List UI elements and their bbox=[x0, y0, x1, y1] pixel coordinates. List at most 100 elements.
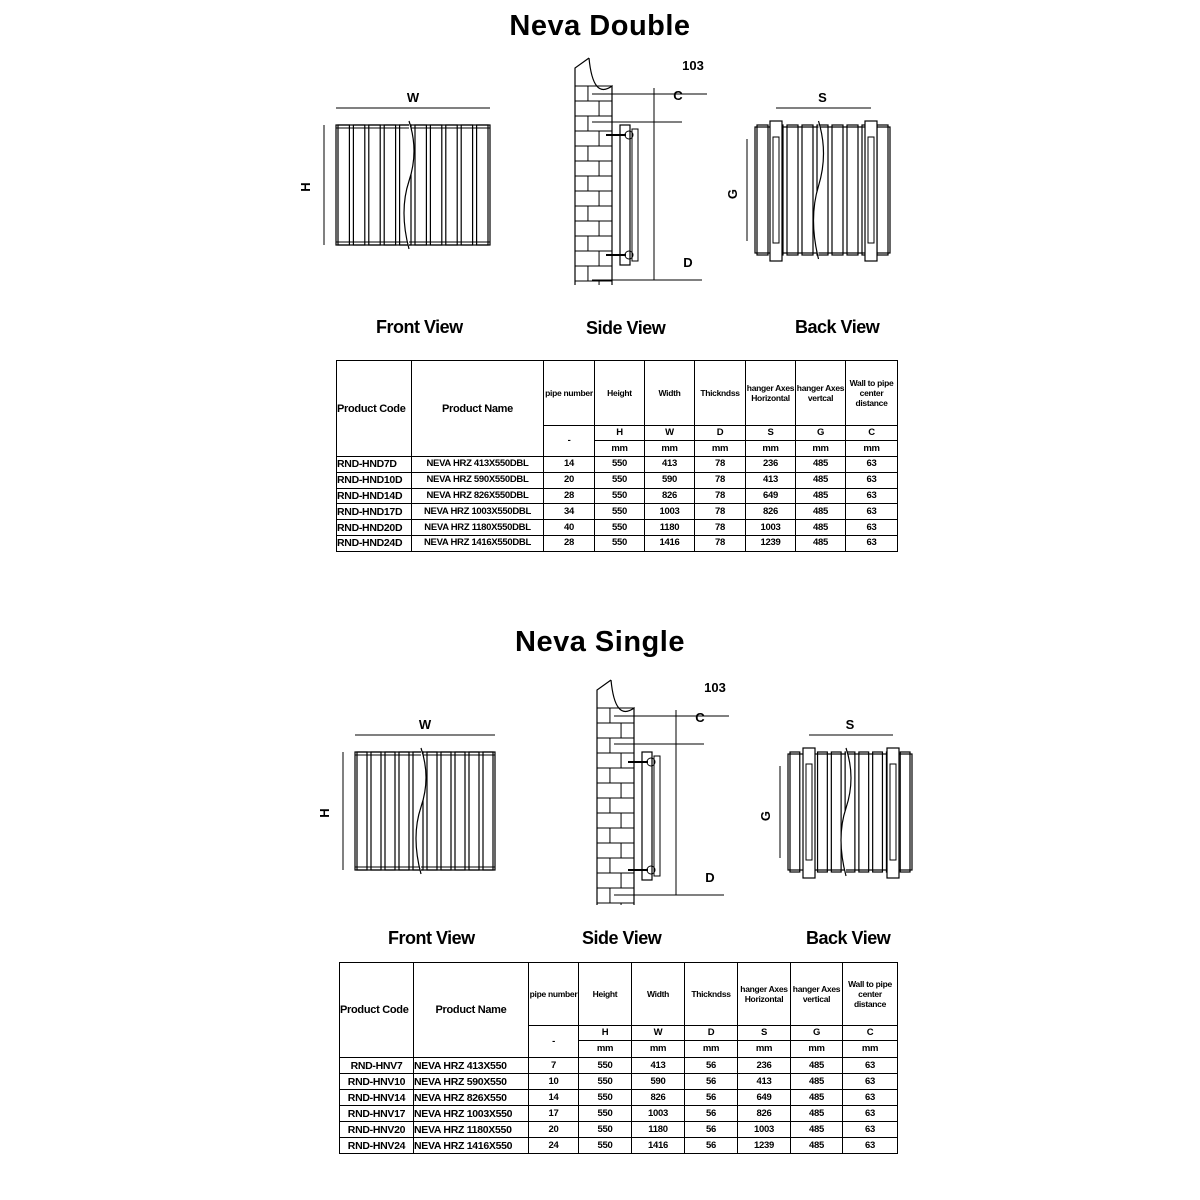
product-code: RND-HND17D bbox=[336, 503, 412, 521]
width-label: W bbox=[419, 717, 432, 732]
unit-cell: mm bbox=[694, 440, 746, 457]
radiator-tube bbox=[468, 751, 480, 871]
product-name: NEVA HRZ 1416X550DBL bbox=[411, 534, 544, 552]
radiator-tube bbox=[786, 124, 799, 256]
value-cell: 14 bbox=[543, 456, 595, 473]
column-header: pipe number bbox=[543, 360, 595, 426]
value-cell: 485 bbox=[790, 1121, 843, 1138]
product-code: RND-HNV10 bbox=[339, 1073, 414, 1090]
dimension-symbol: G bbox=[795, 425, 846, 441]
value-cell: 826 bbox=[745, 503, 796, 521]
dimension-symbol: C bbox=[845, 425, 898, 441]
value-cell: 413 bbox=[745, 471, 796, 489]
radiator-tube bbox=[356, 751, 368, 871]
value-cell: 24 bbox=[528, 1137, 579, 1154]
value-cell: 56 bbox=[684, 1057, 738, 1074]
value-cell: 485 bbox=[790, 1105, 843, 1122]
spec-table-single: Product Code Product Name pipe number Heigh… bbox=[339, 962, 898, 1154]
s-label: S bbox=[846, 717, 855, 732]
unit-cell: mm bbox=[745, 440, 796, 457]
product-name: NEVA HRZ 1416X550 bbox=[413, 1137, 529, 1154]
height-label: H bbox=[298, 182, 313, 191]
d-label: D bbox=[683, 255, 692, 270]
product-name: NEVA HRZ 413X550DBL bbox=[411, 456, 544, 473]
value-cell: 485 bbox=[790, 1089, 843, 1106]
product-name: NEVA HRZ 413X550 bbox=[413, 1057, 529, 1074]
back-view-drawing-double bbox=[754, 120, 891, 262]
column-header: Product Name bbox=[411, 360, 544, 457]
value-cell: 63 bbox=[842, 1089, 898, 1106]
column-header: Thickndss bbox=[694, 360, 746, 426]
value-cell: 485 bbox=[795, 519, 846, 536]
product-name: NEVA HRZ 590X550 bbox=[413, 1073, 529, 1090]
unit-cell: mm bbox=[737, 1040, 791, 1058]
radiator-tube bbox=[756, 124, 769, 256]
value-cell: 236 bbox=[737, 1057, 791, 1074]
radiator-tube bbox=[368, 124, 381, 246]
radiator-profile bbox=[619, 124, 631, 266]
table-row: RND-HND17D NEVA HRZ 1003X550DBL 34 550 1003 7… bbox=[336, 503, 898, 521]
value-cell: 63 bbox=[842, 1073, 898, 1090]
radiator-tube bbox=[383, 124, 397, 246]
radiator-tube bbox=[872, 751, 884, 873]
depth-label: 103 bbox=[682, 58, 704, 73]
table-row: RND-HNV17 NEVA HRZ 1003X550 17 550 1003 56 826… bbox=[339, 1105, 898, 1122]
product-code: RND-HNV14 bbox=[339, 1089, 414, 1106]
dimension-symbol: - bbox=[528, 1025, 579, 1058]
side-view-label-single: Side View bbox=[582, 928, 662, 948]
c-label: C bbox=[673, 88, 683, 103]
radiator-tube bbox=[476, 124, 489, 246]
value-cell: 550 bbox=[594, 519, 645, 536]
value-cell: 485 bbox=[790, 1073, 843, 1090]
radiator-tube bbox=[440, 751, 452, 871]
value-cell: 14 bbox=[528, 1089, 579, 1106]
value-cell: 20 bbox=[528, 1121, 579, 1138]
product-code: RND-HNV24 bbox=[339, 1137, 414, 1154]
spec-table-double: Product Code Product Name pipe number Heigh… bbox=[336, 360, 898, 552]
unit-cell: mm bbox=[845, 440, 898, 457]
radiator-tube bbox=[801, 124, 814, 256]
value-cell: 20 bbox=[543, 471, 595, 489]
table-row: RND-HND10D NEVA HRZ 590X550DBL 20 550 590 78 4… bbox=[336, 471, 898, 489]
value-cell: 485 bbox=[790, 1057, 843, 1074]
value-cell: 1003 bbox=[737, 1121, 791, 1138]
break-line bbox=[415, 747, 427, 875]
section-title-double: Neva Double bbox=[509, 10, 691, 42]
value-cell: 28 bbox=[543, 487, 595, 505]
value-cell: 550 bbox=[578, 1137, 632, 1154]
unit-cell: mm bbox=[842, 1040, 898, 1058]
radiator-tube bbox=[445, 124, 458, 246]
hanger-slot bbox=[772, 136, 780, 244]
dimension-symbol: C bbox=[842, 1025, 898, 1041]
table-row: RND-HNV7 NEVA HRZ 413X550 7 550 413 56 236 485 6… bbox=[339, 1057, 898, 1074]
table-row: RND-HNV20 NEVA HRZ 1180X550 20 550 1180 56 100… bbox=[339, 1121, 898, 1138]
value-cell: 1003 bbox=[644, 503, 695, 521]
section-title-single: Neva Single bbox=[515, 626, 685, 658]
value-cell: 826 bbox=[631, 1089, 685, 1106]
value-cell: 1239 bbox=[745, 534, 796, 552]
column-header: Height bbox=[578, 962, 632, 1026]
value-cell: 63 bbox=[845, 519, 898, 536]
wall-outline bbox=[596, 679, 635, 905]
break-line bbox=[403, 120, 415, 250]
unit-cell: mm bbox=[578, 1040, 632, 1058]
value-cell: 590 bbox=[644, 471, 695, 489]
value-cell: 78 bbox=[694, 456, 746, 473]
value-cell: 826 bbox=[644, 487, 695, 505]
table-row: RND-HNV10 NEVA HRZ 590X550 10 550 590 56 413 48… bbox=[339, 1073, 898, 1090]
value-cell: 40 bbox=[543, 519, 595, 536]
dimension-symbol: G bbox=[790, 1025, 843, 1041]
value-cell: 63 bbox=[845, 487, 898, 505]
c-label: C bbox=[695, 710, 705, 725]
dimension-symbol: H bbox=[578, 1025, 632, 1041]
radiator-frame bbox=[754, 126, 891, 254]
value-cell: 7 bbox=[528, 1057, 579, 1074]
radiator-profile-inner bbox=[653, 755, 661, 877]
value-cell: 78 bbox=[694, 503, 746, 521]
product-name: NEVA HRZ 826X550DBL bbox=[411, 487, 544, 505]
value-cell: 63 bbox=[842, 1057, 898, 1074]
hanger-slot bbox=[805, 763, 813, 861]
unit-row: mm mm mm mm mm mm bbox=[337, 440, 898, 457]
value-cell: 649 bbox=[737, 1089, 791, 1106]
